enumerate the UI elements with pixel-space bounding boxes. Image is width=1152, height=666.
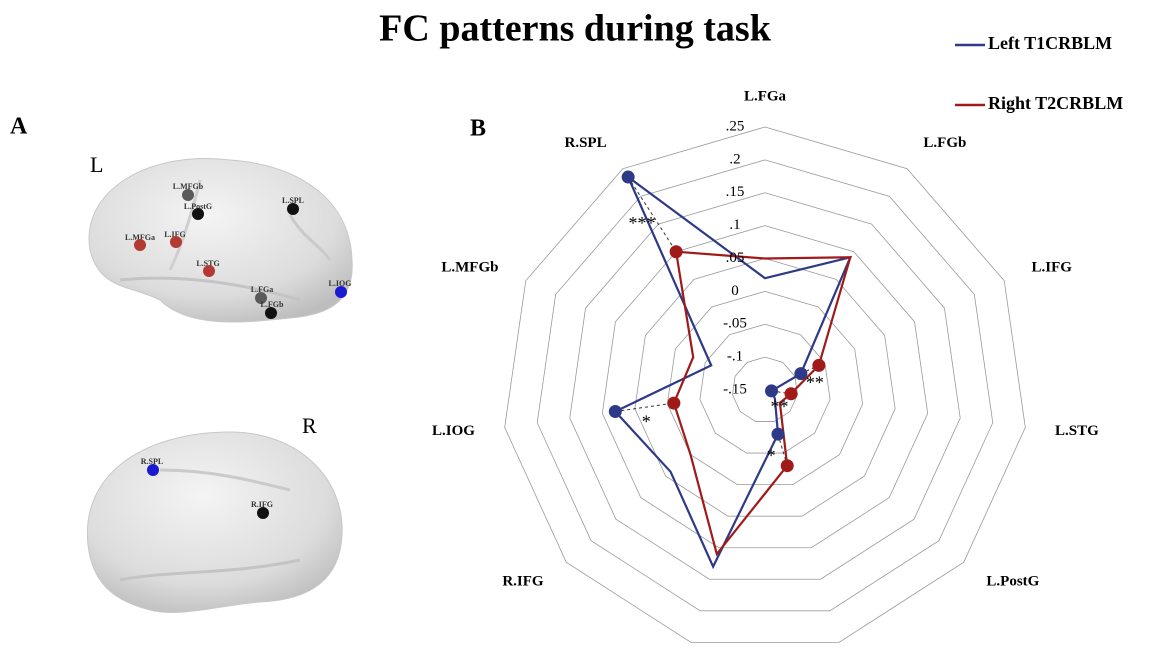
r-tick-label: .25 [726,118,745,134]
r-tick-label: -.05 [723,316,747,332]
region-dot [192,208,204,220]
figure: FC patterns during task A B L L.MFGb L.P… [0,0,1152,661]
axis-label: L.IOG [432,423,475,439]
sig-dot [812,359,825,372]
series-line [674,252,850,554]
significance: * [767,445,776,465]
r-tick-label: .05 [726,250,745,266]
grid-ring [602,226,927,548]
grid-ring [505,127,1026,642]
sig-dot [781,459,794,472]
axis-label: R.SPL [564,135,606,151]
r-tick-label: -.15 [723,381,747,397]
sig-dot [667,397,680,410]
r-tick-label: -.1 [727,349,743,365]
axis-label: L.MFGb [441,260,498,276]
sig-dot [622,171,635,184]
region-dot [147,464,159,476]
axis-label: L.PostG [986,573,1039,589]
axis-label: L.FGa [744,88,787,104]
brain-right [87,432,342,613]
axis-label: L.STG [1055,423,1099,439]
region-dot [287,203,299,215]
axis-label: R.IFG [502,573,544,589]
grid-ring [570,193,960,580]
hemisphere-label: L [90,152,103,177]
region-dot [134,239,146,251]
panel-label: B [470,116,486,142]
axis-label: L.FGb [923,135,966,151]
r-tick-label: .15 [726,184,745,200]
legend-label: Left T1CRBLM [988,33,1112,53]
grid-ring [667,291,862,484]
region-dot [182,189,194,201]
significance: ** [771,396,789,416]
axis-label: L.IFG [1032,260,1073,276]
r-tick-label: .1 [729,217,740,233]
significance: * [642,411,651,431]
region-dot [265,307,277,319]
r-tick-label: 0 [731,283,739,299]
hemisphere-label: R [302,413,317,438]
significance: *** [629,213,656,233]
significance: ** [806,373,824,393]
chart-title: FC patterns during task [379,8,772,50]
region-dot [257,507,269,519]
legend-label: Right T2CRBLM [988,93,1123,113]
region-dot [335,286,347,298]
panel-label: A [10,114,28,140]
sig-dot [771,428,784,441]
region-dot [170,236,182,248]
sig-dot [609,405,622,418]
r-tick-label: .2 [729,151,740,167]
sig-dot [670,245,683,258]
region-dot [203,265,215,277]
grid-ring [537,160,993,611]
